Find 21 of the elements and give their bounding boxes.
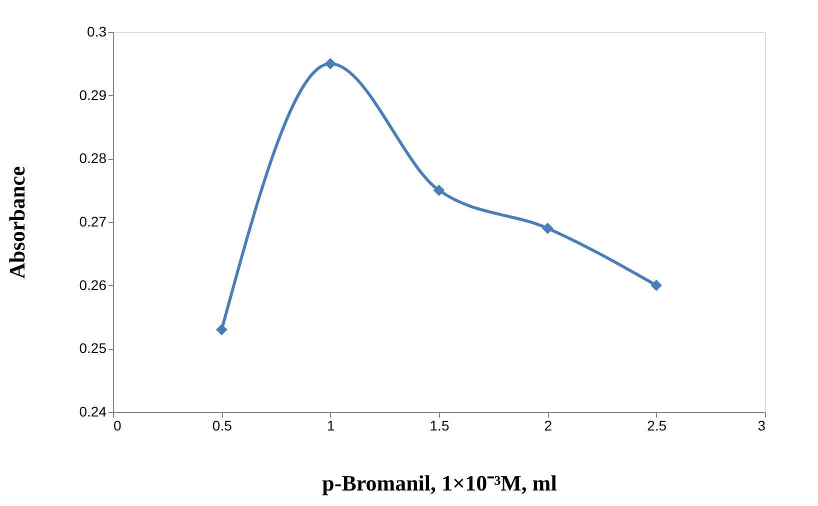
x-tick-label: 1	[326, 418, 335, 434]
point	[650, 280, 662, 292]
y-tick-label: 0.24	[79, 404, 107, 420]
point	[216, 324, 228, 336]
x-tick-label: 0	[114, 418, 122, 434]
y-tick-label: 0.25	[79, 340, 107, 356]
y-tick-label: 0.3	[87, 24, 107, 40]
y-tick-label: 0.28	[79, 150, 107, 166]
point	[324, 58, 336, 70]
y-axis-title: Absorbance	[4, 166, 30, 279]
y-tick-label: 0.27	[79, 214, 107, 230]
y-tick-label: 0.29	[79, 86, 107, 103]
point	[542, 222, 554, 234]
x-tick-label: 0.5	[212, 418, 232, 434]
x-tick-label: 2.5	[647, 418, 667, 434]
x-tick-label: 1.5	[430, 418, 450, 434]
y-tick-label: 0.26	[79, 276, 107, 293]
x-tick-label: 3	[758, 418, 766, 434]
point	[433, 184, 445, 196]
x-axis-title: p-Bromanil, 1×10⁻³M, ml	[322, 470, 557, 496]
x-tick-label: 2	[544, 418, 552, 434]
